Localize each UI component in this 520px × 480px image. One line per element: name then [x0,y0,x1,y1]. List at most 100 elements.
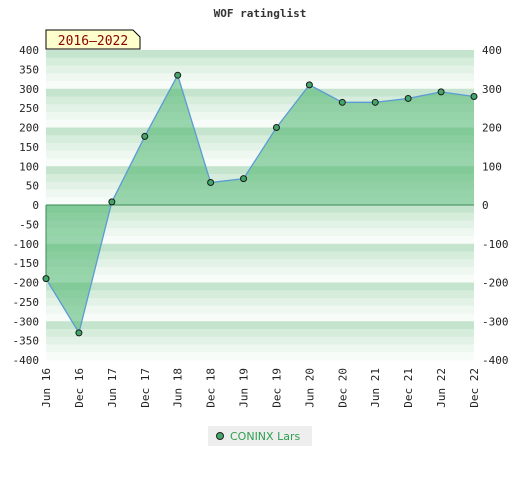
y-tick-left: 100 [19,160,39,173]
background-band [46,340,474,345]
background-band [46,112,474,117]
data-point-dec-18 [207,179,215,187]
background-band [46,263,474,268]
background-band [46,239,474,245]
background-band [46,317,474,322]
y-tick-right: -400 [482,354,509,367]
y-tick-left: 250 [19,102,39,115]
legend-marker-icon [216,432,224,440]
y-tick-left: -100 [13,238,40,251]
y-tick-right: 200 [482,122,502,135]
background-band [46,65,474,70]
background-band [46,348,474,353]
data-point-dec-21 [404,94,412,102]
background-band [46,127,474,132]
background-band [46,282,474,287]
background-band [46,220,474,225]
x-tick-label: Dec 18 [205,368,218,408]
legend-label: CONINX Lars [230,429,301,443]
background-band [46,208,474,214]
background-band [46,50,474,55]
x-tick-label: Jun 22 [435,368,448,408]
y-tick-left: 0 [32,199,39,212]
background-band [46,143,474,148]
data-point-jun-18 [174,71,182,79]
background-band [46,309,474,314]
y-tick-left: -150 [13,257,40,270]
y-tick-right: -100 [482,238,509,251]
y-tick-left: 150 [19,141,39,154]
background-band [46,61,474,66]
background-band [46,216,474,221]
background-band [46,344,474,349]
y-tick-left: -350 [13,335,40,348]
background-band [46,332,474,338]
chart-title: WOF ratinglist [214,7,307,20]
data-point-dec-17 [141,132,149,140]
background-band [46,146,474,152]
background-band [46,108,474,113]
background-band [46,247,474,252]
background-band [46,267,474,272]
background-band [46,73,474,78]
background-band [46,119,474,125]
background-band [46,329,474,334]
background-band [46,135,474,140]
background-band [46,212,474,218]
year-range-label: 2016–2022 [58,34,128,49]
background-band [46,53,474,59]
y-tick-right: 300 [482,83,502,96]
background-band [46,100,474,105]
y-tick-right: -300 [482,315,509,328]
background-band [46,255,474,260]
x-tick-label: Dec 21 [402,368,415,408]
background-band [46,77,474,82]
data-point-jun-19 [240,175,248,183]
background-band [46,270,474,276]
y-axis-left: 400 350 300 250 200 150 100 50 0 -50 -100 -150 -200 -… [13,44,40,367]
background-band [46,81,474,86]
y-tick-right: 400 [482,44,502,57]
y-tick-left: -200 [13,277,40,290]
background-band [46,224,474,229]
y-tick-left: 300 [19,83,39,96]
series-markers [42,71,478,337]
background-band [46,336,474,342]
background-band [46,139,474,144]
background-band [46,84,474,90]
background-band [46,123,474,128]
x-tick-label: Jun 19 [238,368,251,408]
background-band [46,305,474,311]
background-band [46,274,474,280]
y-tick-left: 200 [19,122,39,135]
y-tick-left: 400 [19,44,39,57]
x-tick-label: Dec 17 [139,368,152,408]
background-band [46,313,474,318]
y-tick-left: -250 [13,296,40,309]
data-point-jun-20 [305,81,313,89]
background-band [46,356,474,361]
background-band [46,251,474,256]
x-tick-label: Dec 16 [73,368,86,408]
data-point-dec-19 [272,124,280,131]
x-tick-label: Jun 20 [303,368,316,408]
background-band [46,228,474,233]
background-band [46,205,474,210]
year-range-badge: 2016–2022 [45,29,141,50]
data-point-jun-22 [437,88,445,96]
y-tick-right: -200 [482,277,509,290]
background-band [46,96,474,101]
legend[interactable]: CONINX Lars [208,426,312,446]
data-point-jun-17 [108,198,116,206]
background-band [46,115,474,121]
background-band [46,321,474,326]
series-area [46,75,474,333]
x-tick-label: Jun 17 [106,368,119,408]
data-point-jun-16 [42,275,50,283]
x-tick-label: Jun 21 [369,368,382,408]
y-tick-right: 100 [482,160,502,173]
x-axis: Jun 16 Dec 16 Jun 17 Dec 17 Jun 18 Dec 18 Jun … [40,368,481,408]
data-point-dec-22 [470,93,478,100]
background-band [46,232,474,237]
